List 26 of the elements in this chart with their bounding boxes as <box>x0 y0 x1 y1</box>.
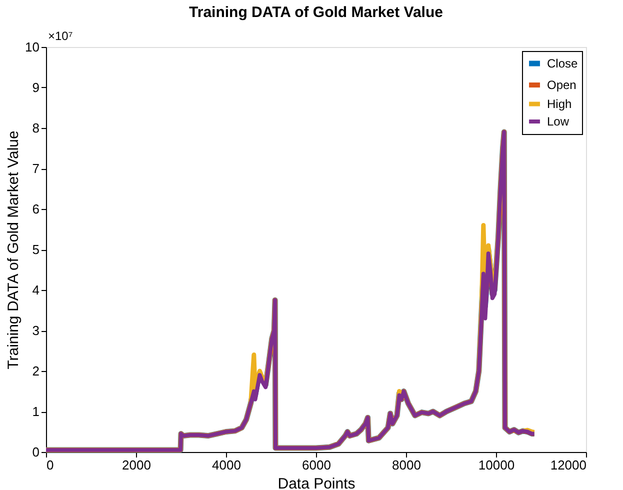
y-tick-label: 9 <box>32 80 40 95</box>
y-axis-title: Training DATA of Gold Market Value <box>5 130 22 370</box>
legend-label: High <box>547 97 572 111</box>
legend-label: Close <box>547 56 578 70</box>
x-tick-label: 10000 <box>478 458 515 472</box>
x-tick-label: 0 <box>46 458 54 472</box>
y-tick-label: 2 <box>32 364 40 378</box>
y-tick-label: 1 <box>32 404 40 419</box>
y-tick-label: 4 <box>32 282 40 298</box>
y-tick-label: 6 <box>32 202 40 216</box>
x-tick-label: 8000 <box>392 458 421 472</box>
legend-label: Low <box>547 114 570 128</box>
x-tick-label: 12000 <box>550 458 586 472</box>
y-tick-label: 3 <box>32 323 40 338</box>
x-tick-label: 2000 <box>122 458 151 472</box>
y-tick-label: 8 <box>32 120 40 136</box>
x-tick-label: 6000 <box>302 458 331 472</box>
x-axis-title: Data Points <box>278 476 356 490</box>
y-tick-label: 5 <box>32 242 40 257</box>
x-tick-label: 4000 <box>212 458 241 472</box>
legend-label: Open <box>547 78 576 92</box>
text: ×10⁷ <box>48 29 73 43</box>
chart-title: Training DATA of Gold Market Value <box>189 4 443 21</box>
y-tick-label: 7 <box>32 161 40 176</box>
y-tick-label: 10 <box>25 40 40 54</box>
y-tick-label: 0 <box>32 444 40 460</box>
